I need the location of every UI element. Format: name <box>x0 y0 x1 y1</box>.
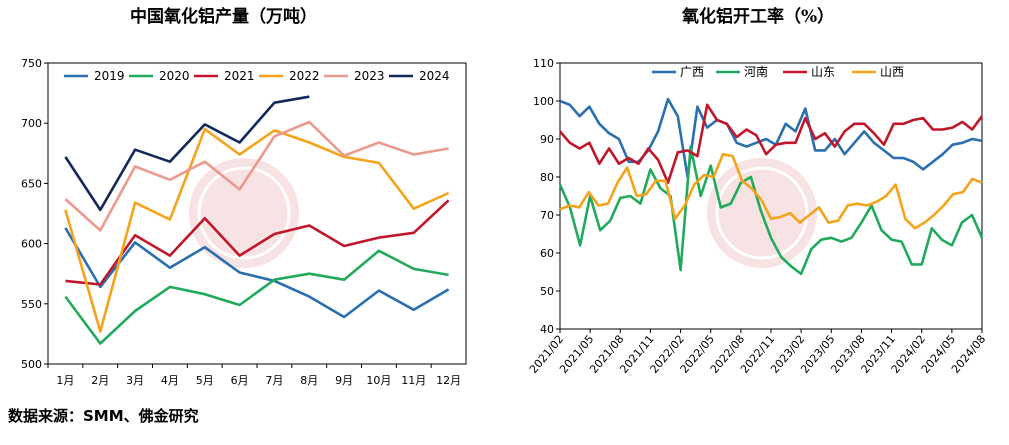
right-y-tick-label: 100 <box>533 95 554 108</box>
right-legend-label: 山西 <box>880 65 904 79</box>
left-y-tick-label: 550 <box>21 298 42 311</box>
left-series-line-2019 <box>64 227 450 319</box>
left-x-tick-label: 5月 <box>196 374 214 387</box>
left-legend-label: 2022 <box>289 69 320 83</box>
left-x-tick-label: 8月 <box>300 374 318 387</box>
left-x-tick-label: 6月 <box>231 374 249 387</box>
left-y-tick-label: 600 <box>21 238 42 251</box>
left-watermark-seal <box>189 158 299 268</box>
left-x-tick-label: 2月 <box>91 374 109 387</box>
left-y-tick-label: 650 <box>21 177 42 190</box>
left-y-tick-label: 750 <box>21 57 42 70</box>
right-series-line-广西 <box>559 97 983 179</box>
right-y-tick-label: 40 <box>540 323 554 336</box>
left-x-tick-label: 7月 <box>265 374 283 387</box>
right-y-tick-label: 110 <box>533 57 554 70</box>
right-y-tick-label: 90 <box>540 133 554 146</box>
right-legend-label: 山东 <box>811 65 835 79</box>
left-series-line-2022 <box>64 127 450 333</box>
left-x-tick-label: 1月 <box>56 374 74 387</box>
left-series-line-2023 <box>64 120 449 232</box>
right-series-line-河南 <box>558 145 984 276</box>
left-x-tick-label: 11月 <box>401 374 426 387</box>
right-y-tick-label: 80 <box>540 171 554 184</box>
right-chart-title: 氧化铝开工率（%） <box>682 7 835 27</box>
left-chart-title: 中国氧化铝产量（万吨） <box>130 7 317 27</box>
left-y-tick-label: 500 <box>21 358 42 371</box>
left-x-tick-label: 9月 <box>335 374 353 387</box>
left-legend-label: 2023 <box>354 69 385 83</box>
left-series-line-2020 <box>64 249 449 345</box>
left-legend-label: 2021 <box>224 69 255 83</box>
right-series-line-山西 <box>559 152 983 230</box>
left-x-tick-label: 3月 <box>126 374 144 387</box>
left-x-tick-label: 4月 <box>161 374 179 387</box>
left-legend-label: 2024 <box>419 69 450 83</box>
right-y-tick-label: 50 <box>540 285 554 298</box>
right-series-line-山东 <box>559 103 984 184</box>
left-legend-label: 2019 <box>94 69 125 83</box>
left-chart-plot: 500 550 600 650 700 750 1月 2月 3月 4月 5月 6月 7月 8月 9月 10月 1… <box>21 57 467 387</box>
right-legend-label: 河南 <box>744 64 768 79</box>
left-x-tick-label: 12月 <box>436 374 461 387</box>
left-series-line-2021 <box>65 199 450 286</box>
right-legend-label: 广西 <box>680 65 704 79</box>
left-series-line-2024 <box>64 95 310 212</box>
left-y-tick-label: 700 <box>21 117 42 130</box>
left-x-tick-label: 10月 <box>366 374 391 387</box>
left-legend-label: 2020 <box>159 69 190 83</box>
right-y-tick-label: 60 <box>540 247 554 260</box>
source-note: 数据来源：SMM、佛金研究 <box>8 407 199 425</box>
right-y-tick-label: 70 <box>540 209 554 222</box>
